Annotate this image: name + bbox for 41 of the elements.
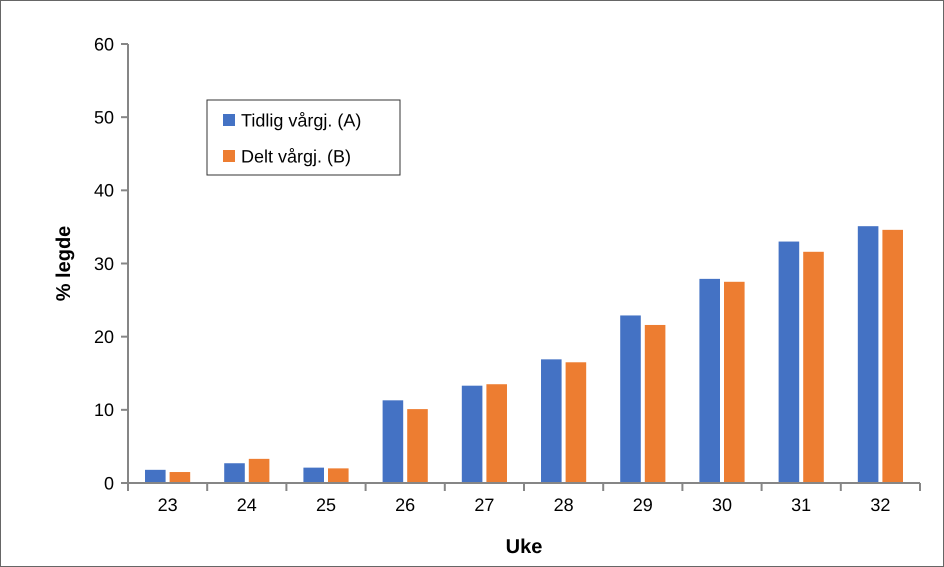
- x-tick-label: 27: [474, 495, 494, 515]
- x-tick-label: 23: [158, 495, 178, 515]
- x-tick-label: 32: [870, 495, 890, 515]
- y-tick-label: 50: [94, 107, 114, 128]
- bar: [803, 252, 824, 483]
- x-tick-label: 28: [554, 495, 574, 515]
- bar: [224, 463, 245, 483]
- x-tick-label: 24: [236, 495, 257, 515]
- bar: [462, 386, 482, 483]
- bar: [566, 362, 586, 483]
- bar: [620, 315, 641, 483]
- y-axis-title: % legde: [53, 226, 75, 302]
- legend-label: Delt vårgj. (B): [241, 146, 352, 166]
- x-axis-title: Uke: [506, 536, 542, 558]
- x-tick-label: 29: [632, 495, 653, 515]
- bar: [170, 472, 190, 483]
- bar: [858, 226, 878, 483]
- bar: [644, 324, 666, 483]
- x-tick-label: 26: [395, 495, 416, 515]
- bar: [328, 468, 349, 483]
- y-tick-label: 20: [94, 326, 114, 347]
- bar: [145, 470, 166, 483]
- x-tick-label: 31: [791, 495, 812, 515]
- bar: [303, 468, 324, 483]
- bar: [541, 359, 562, 483]
- bar: [407, 409, 428, 483]
- bar: [382, 400, 404, 483]
- y-tick-label: 10: [94, 400, 114, 420]
- y-tick-label: 40: [94, 180, 114, 201]
- y-tick-label: 60: [94, 34, 114, 54]
- y-tick-label: 0: [104, 473, 114, 494]
- x-tick-label: 25: [316, 495, 336, 515]
- bar: [699, 278, 720, 483]
- bar: [248, 458, 270, 483]
- bar: [486, 384, 507, 483]
- bar: [778, 242, 800, 483]
- x-tick-label: 30: [712, 495, 732, 515]
- legend-label: Tidlig vårgj. (A): [241, 110, 362, 130]
- bar: [882, 230, 903, 483]
- bar: [724, 282, 745, 483]
- y-tick-label: 30: [94, 254, 114, 274]
